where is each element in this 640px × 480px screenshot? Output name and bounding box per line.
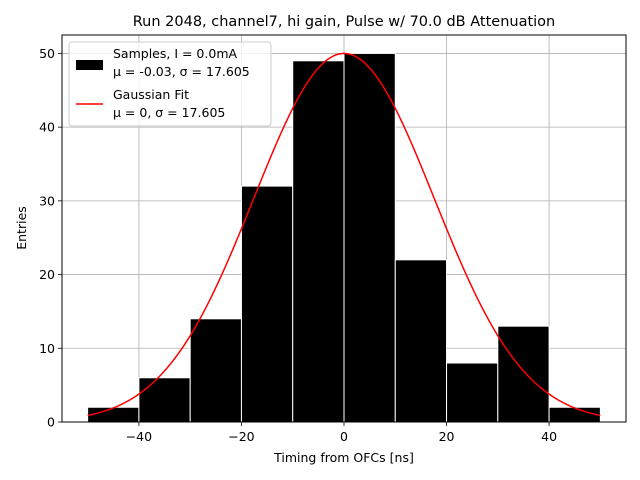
histogram-bar	[240, 185, 294, 423]
chart-title: Run 2048, channel7, hi gain, Pulse w/ 70…	[133, 14, 556, 30]
y-tick-label: 40	[39, 120, 55, 135]
x-tick-label: −20	[228, 429, 254, 444]
legend-stats-samples: μ = -0.03, σ = 17.605	[113, 64, 250, 79]
histogram-bar	[446, 362, 499, 423]
histogram-bar	[343, 52, 396, 423]
histogram-bar	[138, 377, 191, 423]
legend-label-samples: Samples, I = 0.0mA	[113, 46, 237, 61]
x-axis-ticks: −40 −20 0 20 40	[126, 422, 557, 444]
histogram-bars	[87, 52, 601, 423]
y-tick-label: 50	[39, 46, 55, 61]
legend-label-fit: Gaussian Fit	[113, 87, 189, 102]
histogram-bar	[292, 60, 345, 423]
x-axis-label: Timing from OFCs [ns]	[273, 450, 414, 465]
gaussian-fit-curve	[87, 52, 601, 417]
x-tick-label: 20	[439, 429, 455, 444]
histogram-bar	[497, 325, 550, 423]
x-tick-label: 40	[541, 429, 557, 444]
y-tick-label: 20	[39, 267, 55, 282]
legend-swatch-samples	[76, 60, 103, 70]
gaussian-fit-curve-group	[87, 52, 601, 417]
y-tick-label: 30	[39, 193, 55, 208]
legend-box	[68, 41, 272, 127]
x-tick-label: 0	[340, 429, 348, 444]
x-tick-label: −40	[126, 429, 152, 444]
histogram-bar	[394, 259, 448, 423]
y-tick-label: 10	[39, 341, 55, 356]
histogram-bar	[87, 406, 140, 423]
legend: Samples, I = 0.0mA μ = -0.03, σ = 17.605…	[68, 41, 272, 127]
histogram-bar	[548, 406, 601, 423]
y-axis-label: Entries	[14, 206, 29, 250]
y-tick-label: 0	[47, 415, 55, 430]
legend-stats-fit: μ = 0, σ = 17.605	[113, 105, 225, 120]
y-axis-ticks: 0 10 20 30 40 50	[39, 46, 62, 430]
histogram-bar	[189, 318, 242, 423]
